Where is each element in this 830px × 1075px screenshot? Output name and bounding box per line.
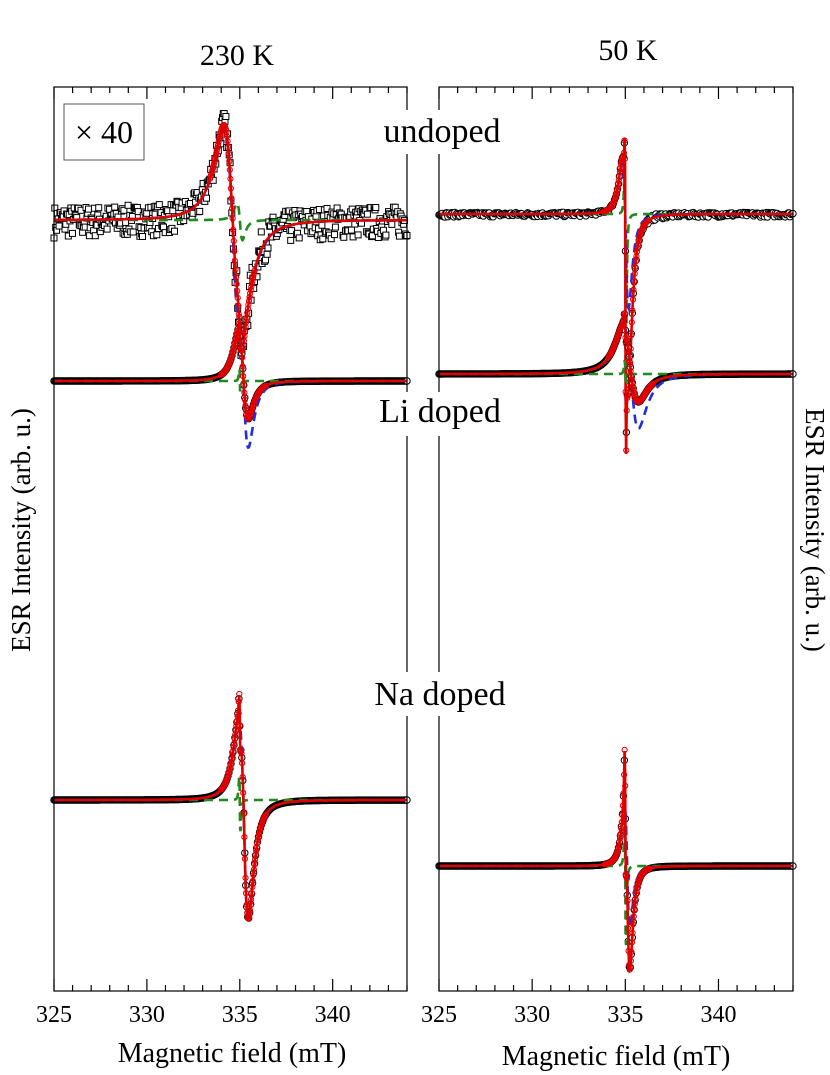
plot-layer [50, 110, 797, 974]
x-tick-label: 325 [421, 1002, 457, 1028]
fit-total-0-0 [54, 123, 407, 353]
x-tick-label: 340 [315, 1002, 351, 1028]
fit-marker [643, 219, 650, 226]
data-point [257, 228, 265, 236]
data-point [196, 207, 204, 215]
data-point [222, 113, 230, 120]
component-narrow-1-2 [439, 813, 793, 946]
fit-total-1-2 [439, 750, 793, 974]
data-points-1-1 [435, 310, 797, 406]
row-label-bg-na [360, 672, 520, 716]
data-points-1-2 [435, 756, 797, 972]
x-tick-label: 325 [36, 1002, 72, 1028]
data-point [153, 231, 161, 239]
data-point [354, 231, 362, 239]
data-point [139, 233, 146, 240]
tick-layer: 325 330 335 340 325 330 335 340 [36, 87, 794, 1028]
scale-note: × 40 [75, 114, 133, 150]
scale-note-box [63, 103, 145, 161]
data-point [318, 221, 326, 229]
fit-total-1-0 [439, 137, 793, 455]
component-broad-0-1 [54, 330, 407, 450]
data-point [331, 223, 339, 231]
data-point [91, 232, 99, 240]
data-point [347, 226, 355, 234]
data-point [331, 231, 338, 239]
x-axis-label-left: Magnetic field (mT) [118, 1038, 347, 1069]
y-axis-label-left: ESR Intensity (arb. u.) [6, 408, 36, 652]
data-point [134, 208, 142, 216]
panel-frame-50k [438, 86, 794, 992]
row-label-bg-li [364, 392, 516, 436]
fit-total-0-2 [54, 694, 407, 921]
data-point [363, 210, 371, 218]
data-point [264, 244, 272, 252]
data-point [372, 204, 380, 211]
data-point [103, 225, 111, 233]
row-label-bg-undoped [372, 110, 512, 154]
data-point [55, 222, 63, 230]
data-point [129, 228, 137, 236]
data-points-0-2 [50, 695, 411, 922]
component-narrow-0-2 [54, 776, 407, 832]
panel-frame-230k [53, 86, 408, 992]
data-point [395, 232, 403, 240]
y-axis-label-right: ESR Intensity (arb. u.) [800, 408, 830, 652]
data-point [382, 231, 390, 239]
row-label-li-doped: Li doped [379, 393, 501, 430]
x-tick-label: 330 [129, 1002, 165, 1028]
fit-total-0-1 [54, 318, 407, 421]
data-point [120, 206, 128, 214]
fit-marker [644, 218, 651, 225]
data-point [155, 201, 163, 209]
data-point [323, 205, 331, 212]
column-title-50k: 50 K [598, 34, 658, 67]
column-title-230k: 230 K [200, 39, 275, 72]
data-point [95, 204, 103, 212]
data-point [388, 220, 396, 228]
fit-marker [650, 380, 657, 387]
data-point [295, 234, 303, 242]
x-tick-label: 335 [607, 1002, 643, 1028]
x-tick-label: 335 [222, 1002, 258, 1028]
x-tick-label: 340 [700, 1002, 736, 1028]
data-point [287, 236, 295, 244]
x-tick-label: 330 [514, 1002, 550, 1028]
row-label-undoped: undoped [383, 113, 500, 150]
data-point [263, 250, 271, 258]
row-label-na-doped: Na doped [374, 676, 505, 713]
data-point [111, 203, 119, 211]
data-point [69, 229, 76, 237]
data-points-0-1 [50, 318, 411, 423]
data-point [124, 201, 132, 209]
fit-total-1-1 [439, 311, 793, 404]
data-point [340, 233, 348, 241]
data-point [171, 227, 178, 235]
data-point [85, 205, 92, 213]
x-axis-label-right: Magnetic field (mT) [502, 1041, 731, 1072]
